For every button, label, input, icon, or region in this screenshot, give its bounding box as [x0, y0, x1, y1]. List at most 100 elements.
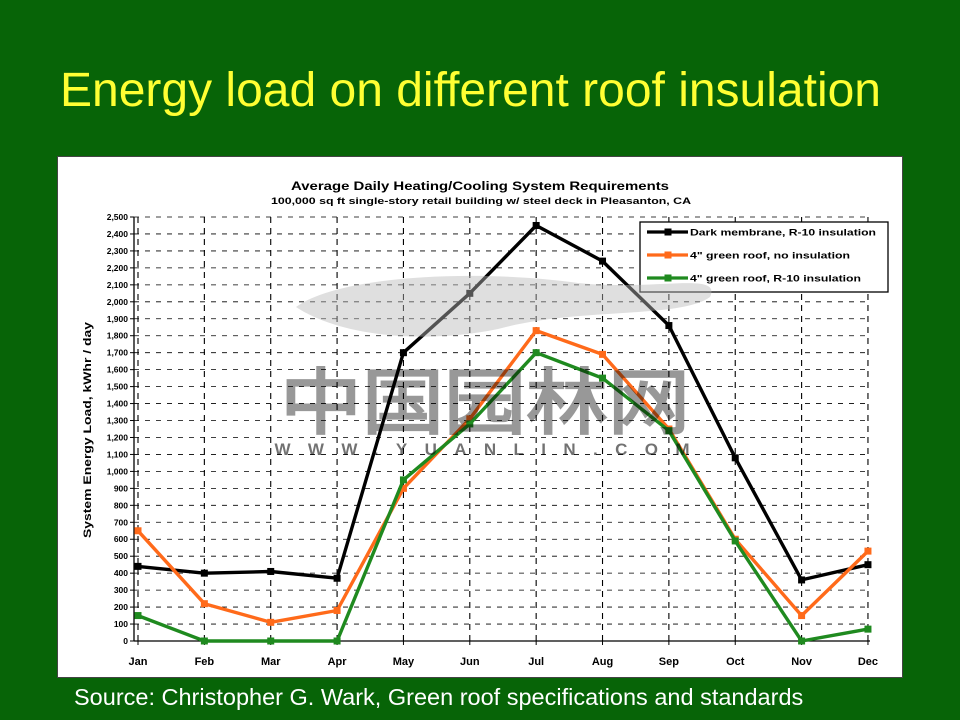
series-line-4-green-roof-r-10-insulation: [137, 351, 869, 643]
series-dark-membrane-r-10-insulation: [134, 221, 872, 584]
x-tick-label: Mar: [261, 656, 281, 668]
data-point: [267, 618, 275, 626]
chart-subtitle: 100,000 sq ft single-story retail buildi…: [271, 196, 692, 206]
legend-item: 4" green roof, no insulation: [647, 251, 850, 262]
y-axis-label: System Energy Load, kWhr / day: [82, 321, 94, 538]
data-point: [864, 561, 872, 569]
series-line-dark-membrane-r-10-insulation: [137, 223, 869, 582]
y-tick-label: 800: [114, 500, 128, 510]
y-tick-label: 0: [123, 636, 128, 646]
y-tick-label: 1,200: [107, 432, 129, 442]
series: [134, 221, 872, 645]
series-line-4-green-roof-no-insulation: [136, 328, 870, 624]
data-point: [532, 327, 540, 335]
data-point: [267, 637, 275, 645]
legend-swatch-marker: [664, 251, 672, 259]
legend-swatch-marker: [664, 274, 672, 282]
data-point: [864, 547, 872, 555]
data-point: [333, 606, 341, 614]
x-tick-label: Jul: [528, 656, 544, 668]
chart-panel: Average Daily Heating/Cooling System Req…: [57, 156, 903, 678]
x-tick-label: Sep: [659, 656, 679, 668]
x-tick-label: Apr: [328, 656, 348, 668]
legend-label: 4" green roof, R-10 insulation: [690, 274, 861, 285]
chart-svg: Average Daily Heating/Cooling System Req…: [82, 181, 889, 668]
y-tick-label: 1,700: [107, 348, 129, 358]
x-tick-label: Aug: [592, 656, 613, 668]
data-point: [798, 612, 806, 620]
data-point: [333, 637, 341, 645]
y-tick-label: 700: [114, 517, 128, 527]
y-tick-label: 1,600: [107, 365, 129, 375]
x-tick-label: Feb: [195, 656, 215, 668]
x-tick-label: May: [393, 656, 415, 668]
data-point: [532, 349, 540, 357]
data-point: [200, 637, 208, 645]
data-point: [333, 574, 341, 582]
data-point: [134, 562, 142, 570]
data-point: [731, 454, 739, 462]
data-point: [599, 374, 607, 382]
y-tick-label: 2,400: [107, 229, 129, 239]
legend-label: Dark membrane, R-10 insulation: [690, 228, 876, 239]
source-citation: Source: Christopher G. Wark, Green roof …: [74, 684, 804, 710]
grid: [134, 216, 870, 641]
legend-label: 4" green roof, no insulation: [690, 251, 850, 262]
y-tick-label: 2,100: [107, 280, 129, 290]
y-tick-label: 100: [114, 619, 128, 629]
x-tick-label: Nov: [791, 656, 813, 668]
x-tick-label: Jun: [460, 656, 480, 668]
y-tick-label: 300: [114, 585, 128, 595]
data-point: [798, 576, 806, 584]
data-point: [532, 221, 540, 229]
y-tick-label: 1,500: [107, 382, 129, 392]
legend-item: Dark membrane, R-10 insulation: [647, 228, 876, 239]
chart-title: Average Daily Heating/Cooling System Req…: [291, 181, 669, 193]
watermark: 中国园林网 WWW.YUANLIN.COM: [275, 275, 712, 459]
data-point: [731, 537, 739, 545]
y-tick-label: 2,000: [107, 297, 129, 307]
data-point: [134, 527, 142, 535]
watermark-chinese: 中国园林网: [280, 364, 690, 444]
data-point: [466, 289, 474, 297]
data-point: [399, 484, 407, 492]
data-point: [134, 612, 142, 620]
x-tick-label: Dec: [858, 656, 878, 668]
data-point: [200, 569, 208, 577]
x-tick-label: Oct: [726, 656, 745, 668]
y-tick-label: 1,000: [107, 466, 129, 476]
legend-item: 4" green roof, R-10 insulation: [647, 274, 861, 285]
y-tick-label: 400: [114, 568, 128, 578]
data-point: [466, 420, 474, 428]
y-tick-label: 600: [114, 534, 128, 544]
y-tick-label: 2,200: [107, 263, 129, 273]
data-point: [399, 349, 407, 357]
y-tick-label: 900: [114, 483, 128, 493]
y-tick-label: 1,800: [107, 331, 129, 341]
legend-swatch-marker: [664, 228, 672, 236]
legend: Dark membrane, R-10 insulation 4" green …: [639, 221, 889, 293]
y-tick-label: 1,900: [107, 314, 129, 324]
legend-box: [639, 221, 889, 293]
series-4-green-roof-r-10-insulation: [134, 349, 872, 645]
data-point: [798, 637, 806, 645]
x-tick-label: Jan: [129, 656, 148, 668]
data-point: [267, 567, 275, 575]
y-tick-label: 200: [114, 602, 128, 612]
axes: 0 100 200 300 400 500 600 700 800 900 1,000 1,100 1,…: [107, 212, 878, 668]
data-point: [399, 476, 407, 484]
y-tick-label: 1,400: [107, 399, 129, 409]
slide-title: Energy load on different roof insulation: [60, 64, 881, 117]
data-point: [599, 257, 607, 265]
data-point: [665, 427, 673, 435]
watermark-brush: [296, 275, 712, 337]
data-point: [864, 625, 872, 633]
data-point: [665, 322, 673, 330]
data-point: [200, 600, 208, 608]
data-point: [466, 415, 474, 423]
y-tick-label: 1,300: [107, 416, 129, 426]
y-tick-label: 2,500: [107, 212, 129, 222]
y-tick-label: 1,100: [107, 449, 129, 459]
y-tick-label: 500: [114, 551, 128, 561]
